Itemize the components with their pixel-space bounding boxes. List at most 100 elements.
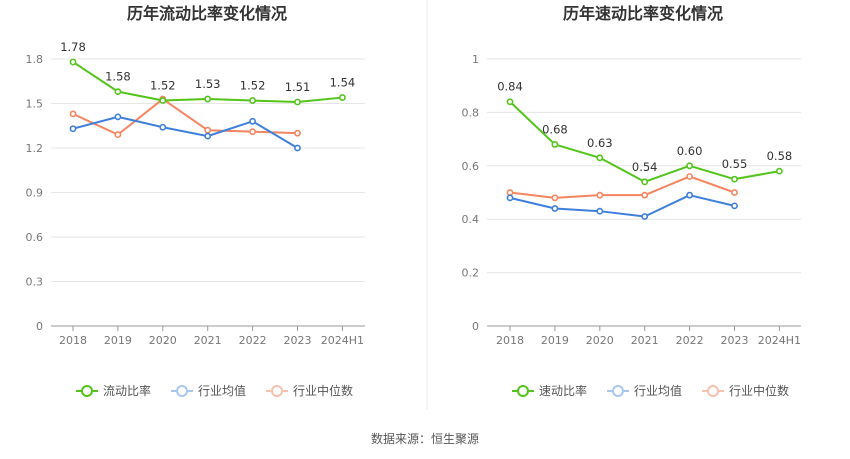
- y-tick-label: 0.4: [462, 213, 480, 226]
- data-label: 1.52: [150, 79, 176, 93]
- chart-panel-1: 历年流动比率变化情况 0 0.3 0.6 0.9 1.2 1.5 1.8 2018 2019 202…: [26, 4, 365, 398]
- data-point: [551, 141, 559, 148]
- data-label: 0.68: [542, 122, 568, 136]
- legend-label: 速动比率: [539, 383, 587, 398]
- data-point: [731, 202, 738, 210]
- data-label: 1.58: [105, 70, 131, 84]
- x-tick-label: 2019: [541, 334, 569, 347]
- legend-item-2: 行业均值: [607, 383, 682, 398]
- data-point: [69, 110, 77, 118]
- x-tick-label: 2022: [239, 334, 267, 347]
- data-label: 1.52: [240, 79, 266, 93]
- chart-panel-2: 历年速动比率变化情况 0 0.2 0.4 0.6 0.8 1 2018 2019 2020 2021…: [462, 4, 802, 398]
- data-point: [69, 58, 77, 66]
- y-tick-label: 1.5: [26, 98, 44, 111]
- legend-marker: [176, 385, 188, 397]
- data-point: [641, 213, 649, 220]
- data-label: 0.84: [497, 80, 523, 94]
- data-point: [294, 144, 301, 152]
- legend-marker: [517, 385, 529, 397]
- data-point: [731, 175, 738, 183]
- legend-marker: [81, 385, 93, 397]
- data-point: [731, 189, 738, 196]
- y-tick-label: 0.9: [26, 187, 44, 200]
- y-tick-label: 1: [472, 53, 479, 66]
- data-point: [596, 207, 604, 215]
- data-point: [641, 178, 649, 186]
- chart-title: 历年速动比率变化情况: [563, 4, 723, 23]
- x-tick-label: 2023: [721, 334, 749, 347]
- data-point: [686, 173, 693, 180]
- data-point: [551, 205, 559, 212]
- legend-label: 行业均值: [634, 383, 682, 398]
- data-label: 0.58: [767, 149, 793, 163]
- legend-label: 行业中位数: [293, 383, 353, 398]
- legend-item-1: 流动比率: [76, 383, 151, 398]
- data-point: [506, 98, 514, 106]
- data-point: [159, 123, 167, 131]
- y-tick-label: 0.3: [26, 276, 44, 289]
- data-point: [686, 191, 693, 199]
- data-point: [204, 95, 212, 103]
- y-tick-label: 0.6: [462, 160, 480, 173]
- legend-item-1: 速动比率: [512, 383, 587, 398]
- y-tick-label: 0: [36, 320, 43, 333]
- data-point: [294, 98, 301, 106]
- x-tick-label: 2020: [149, 334, 177, 347]
- y-tick-label: 0.8: [462, 106, 480, 119]
- x-tick-label: 2024H1: [321, 334, 364, 347]
- series-line-3: [509, 175, 735, 199]
- series-line-2: [509, 194, 735, 218]
- legend-label: 行业中位数: [729, 383, 789, 398]
- y-tick-label: 1.2: [26, 142, 44, 155]
- data-point: [249, 97, 256, 104]
- legend-marker: [612, 385, 624, 397]
- data-label: 1.53: [195, 77, 221, 91]
- data-point: [686, 162, 693, 170]
- data-label: 1.78: [60, 40, 86, 54]
- data-point: [506, 189, 514, 196]
- x-tick-label: 2021: [194, 334, 222, 347]
- chart-title: 历年流动比率变化情况: [127, 4, 287, 23]
- y-tick-label: 0.2: [462, 267, 480, 280]
- data-point: [596, 191, 604, 199]
- y-tick-label: 0: [472, 320, 479, 333]
- legend-item-2: 行业均值: [171, 383, 246, 398]
- x-tick-label: 2022: [676, 334, 704, 347]
- data-label: 0.60: [677, 144, 703, 158]
- data-label: 0.54: [632, 160, 658, 174]
- x-tick-label: 2018: [59, 334, 87, 347]
- data-label: 0.55: [722, 157, 748, 171]
- series-line-3: [72, 98, 298, 136]
- data-point: [114, 113, 122, 121]
- data-label: 1.54: [330, 76, 356, 90]
- data-point: [506, 194, 514, 202]
- legend-item-3: 行业中位数: [702, 383, 789, 398]
- x-tick-label: 2019: [104, 334, 132, 347]
- x-tick-label: 2024H1: [758, 334, 801, 347]
- x-tick-label: 2018: [496, 334, 524, 347]
- legend-marker: [271, 385, 283, 397]
- data-point: [338, 94, 346, 101]
- data-point: [596, 154, 604, 162]
- series-line-2: [72, 115, 299, 149]
- x-tick-label: 2023: [284, 334, 312, 347]
- data-point: [249, 128, 256, 136]
- data-point: [159, 97, 167, 104]
- data-label: 1.51: [285, 80, 311, 94]
- data-point: [204, 132, 212, 140]
- legend-label: 流动比率: [103, 383, 151, 398]
- data-point: [551, 194, 559, 202]
- data-point: [776, 167, 783, 175]
- data-source-note: 数据来源：恒生聚源: [370, 432, 479, 446]
- data-point: [249, 117, 256, 125]
- data-point: [114, 131, 122, 139]
- data-point: [204, 126, 212, 134]
- legend-item-3: 行业中位数: [266, 383, 353, 398]
- data-point: [69, 125, 77, 133]
- data-point: [114, 88, 122, 96]
- legend-marker: [707, 385, 719, 397]
- y-tick-label: 1.8: [26, 53, 44, 66]
- legend-label: 行业均值: [198, 383, 246, 398]
- data-label: 0.63: [587, 136, 613, 150]
